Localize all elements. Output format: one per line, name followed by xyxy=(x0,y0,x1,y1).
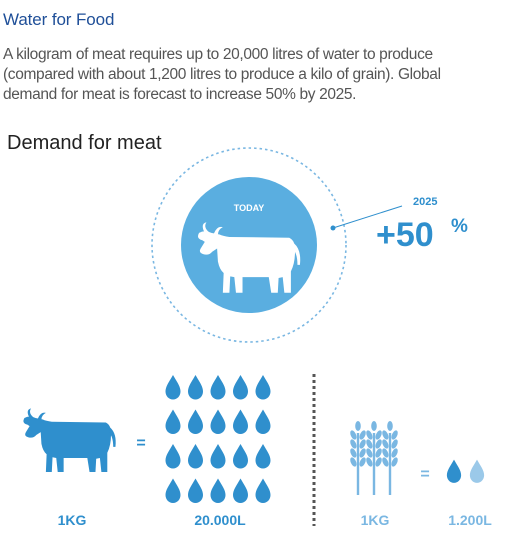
grain-equals-sign: = xyxy=(420,466,429,483)
demand-title: Demand for meat xyxy=(7,132,162,154)
water-drop-icon xyxy=(233,444,248,469)
future-demand-circle xyxy=(151,147,347,343)
water-drop-icon xyxy=(255,444,271,469)
wheat-icon xyxy=(380,421,400,495)
water-drop-icon xyxy=(165,375,181,400)
water-drop-icon xyxy=(255,409,271,434)
water-drop-icon xyxy=(233,375,248,400)
water-drop-icon xyxy=(210,478,226,503)
meat-water-label: 20.000L xyxy=(194,512,246,528)
water-drop-icon xyxy=(255,375,271,400)
intro-line: demand for meat is forecast to increase … xyxy=(3,86,357,103)
meat-weight-label: 1KG xyxy=(57,512,87,528)
water-drop-icon xyxy=(255,478,271,503)
intro-line: A kilogram of meat requires up to 20,000… xyxy=(3,46,433,63)
forecast-unit: % xyxy=(451,216,468,237)
water-drop-icon xyxy=(233,478,248,503)
intro-line: (compared with about 1,200 litres to pro… xyxy=(3,66,441,83)
grain-water-drops xyxy=(446,459,485,483)
water-drop-icon xyxy=(188,375,203,400)
page-title: Water for Food xyxy=(3,10,115,29)
water-drop-icon xyxy=(165,478,181,503)
water-drop-icon xyxy=(210,409,226,434)
connector-line xyxy=(332,205,403,229)
water-drop-icon xyxy=(165,444,181,469)
connector-dot xyxy=(330,225,336,231)
grain-weight-label: 1KG xyxy=(360,512,390,528)
water-drop-icon xyxy=(165,409,181,434)
wheat-icon xyxy=(348,421,368,495)
water-drop-icon xyxy=(446,459,462,483)
water-drop-icon xyxy=(188,409,203,434)
wheat-icon xyxy=(364,421,384,495)
water-drop-icon xyxy=(188,478,203,503)
today-label: TODAY xyxy=(234,203,265,213)
cow-icon xyxy=(23,408,116,473)
grain-water-label: 1.200L xyxy=(448,512,492,528)
water-drop-icon xyxy=(210,375,226,400)
intro-text: A kilogram of meat requires up to 20,000… xyxy=(3,45,513,105)
forecast-year: 2025 xyxy=(413,196,437,208)
water-drop-icon xyxy=(233,409,248,434)
water-drop-icon xyxy=(188,444,203,469)
water-drop-icon xyxy=(210,444,226,469)
meat-water-drops xyxy=(165,375,271,503)
water-drop-icon xyxy=(469,459,485,483)
forecast-value: +50 xyxy=(376,216,434,254)
meat-equals-sign: = xyxy=(136,435,145,452)
